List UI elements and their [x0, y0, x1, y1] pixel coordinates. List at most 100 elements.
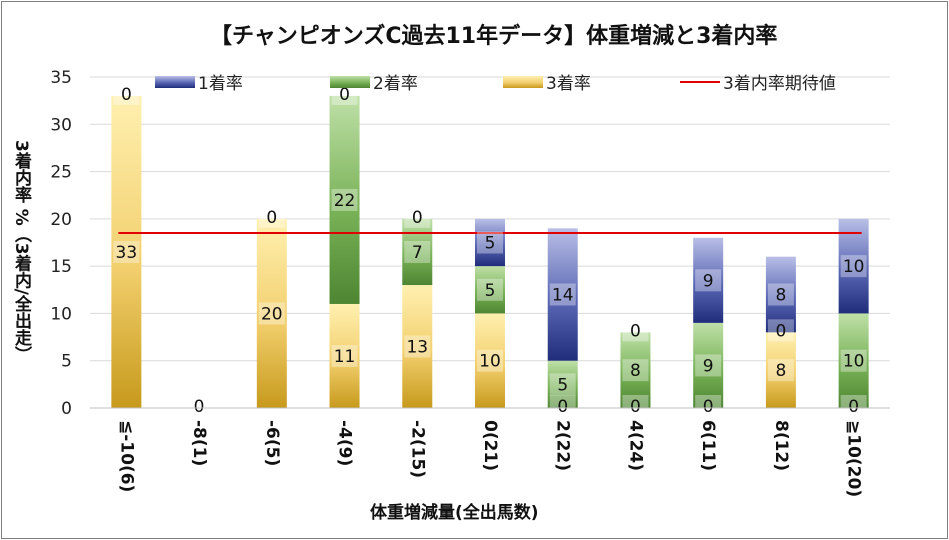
data-label: 0 [266, 208, 277, 228]
data-label: 5 [557, 375, 568, 395]
x-tick-label: 0(21) [480, 420, 500, 471]
y-tick-label: 25 [50, 163, 72, 183]
bar-2nd-rate [329, 95, 360, 304]
data-label: 0 [630, 321, 641, 341]
legend-swatch [155, 76, 195, 88]
data-label-bg [113, 82, 140, 105]
bar-1st-rate [475, 218, 505, 267]
y-tick-label: 20 [50, 210, 72, 230]
data-label-bg [840, 349, 867, 372]
data-label: 10 [843, 257, 865, 277]
data-label: 0 [339, 85, 350, 105]
legend-label: 3着内率期待値 [723, 74, 836, 94]
bar-2nd-rate [620, 332, 651, 408]
data-label-bg [549, 395, 576, 417]
y-tick-label: 10 [50, 304, 72, 324]
x-tick-label: -4(9) [335, 420, 355, 466]
x-tick-label: 4(24) [625, 420, 645, 471]
data-label: 0 [775, 321, 786, 341]
data-label: 5 [485, 281, 496, 301]
data-label: 0 [630, 397, 641, 417]
data-label: 14 [552, 286, 574, 306]
data-label-bg [622, 395, 649, 417]
legend-label: 3着率 [546, 74, 591, 94]
x-tick-label: ≦-10(6) [116, 420, 136, 492]
data-label-bg [477, 349, 503, 372]
legend-swatch [330, 76, 370, 88]
y-tick-label: 35 [50, 68, 72, 88]
bar-1st-rate [765, 256, 796, 333]
bar-3rd-rate [475, 313, 505, 408]
x-tick-label: ≧10(20) [844, 420, 864, 497]
data-label-bg [549, 373, 576, 396]
data-label-bg [477, 231, 503, 254]
bar-3rd-rate [402, 285, 433, 408]
data-label-bg [695, 395, 722, 417]
data-label: 9 [703, 271, 714, 291]
data-label-bg [404, 335, 431, 358]
bar-3rd-rate [765, 332, 796, 408]
x-tick-label: -2(15) [407, 420, 427, 478]
data-label-bg [622, 359, 649, 382]
data-label-bg [840, 395, 867, 417]
legend-swatch [503, 76, 543, 88]
data-label-bg [477, 278, 503, 301]
data-label: 33 [116, 243, 138, 263]
data-label: 0 [703, 397, 714, 417]
data-label: 0 [121, 85, 132, 105]
data-label-bg [331, 82, 358, 105]
data-label-bg [767, 359, 794, 382]
chart-title: 【チャンピオンズC過去11年データ】体重増減と3着内率 [210, 24, 778, 49]
data-label-bg [186, 395, 213, 417]
x-tick-label: -6(5) [262, 420, 282, 466]
bar-3rd-rate [329, 303, 360, 408]
data-label-bg [331, 188, 358, 211]
data-label: 0 [848, 397, 859, 417]
x-tick-label: 2(22) [553, 420, 573, 471]
bar-2nd-rate [547, 360, 578, 408]
data-label: 13 [406, 338, 428, 358]
y-tick-label: 30 [50, 115, 72, 135]
data-label: 11 [334, 347, 356, 367]
data-label: 0 [557, 397, 568, 417]
bar-1st-rate [693, 237, 724, 323]
x-tick-label: 6(11) [698, 420, 718, 471]
data-label: 0 [412, 208, 423, 228]
data-label: 8 [775, 361, 786, 381]
legend-label: 2着率 [373, 74, 418, 94]
data-label-bg [767, 283, 794, 306]
bar-1st-rate [547, 228, 578, 361]
data-label: 7 [412, 243, 423, 263]
x-tick-label: 8(12) [771, 420, 791, 471]
bar-2nd-rate [402, 218, 433, 286]
bar-2nd-rate [475, 266, 505, 314]
data-label-bg [404, 205, 431, 228]
data-label: 9 [703, 356, 714, 376]
data-label: 0 [194, 397, 205, 417]
data-label-bg [113, 240, 140, 263]
data-label-bg [695, 269, 722, 292]
data-label-bg [549, 283, 576, 306]
y-tick-label: 15 [50, 257, 72, 277]
bar-2nd-rate [838, 313, 869, 408]
x-axis-label: 体重増減量(全出馬数) [370, 503, 539, 523]
x-tick-label: -8(1) [189, 420, 209, 466]
bar-1st-rate [838, 218, 869, 314]
data-label-bg [258, 302, 285, 325]
data-label: 5 [485, 234, 496, 254]
bar-3rd-rate [256, 218, 287, 408]
data-label-bg [404, 240, 431, 263]
data-label: 20 [261, 304, 283, 324]
data-label-bg [767, 319, 794, 342]
y-tick-label: 5 [61, 352, 72, 372]
bar-3rd-rate [111, 95, 142, 409]
data-label-bg [840, 255, 867, 278]
data-label: 10 [843, 352, 865, 372]
y-tick-label: 0 [61, 399, 72, 419]
bar-2nd-rate [693, 322, 724, 408]
data-label: 10 [479, 352, 501, 372]
data-label-bg [331, 344, 358, 367]
data-label: 8 [775, 286, 786, 306]
data-label-bg [622, 319, 649, 342]
